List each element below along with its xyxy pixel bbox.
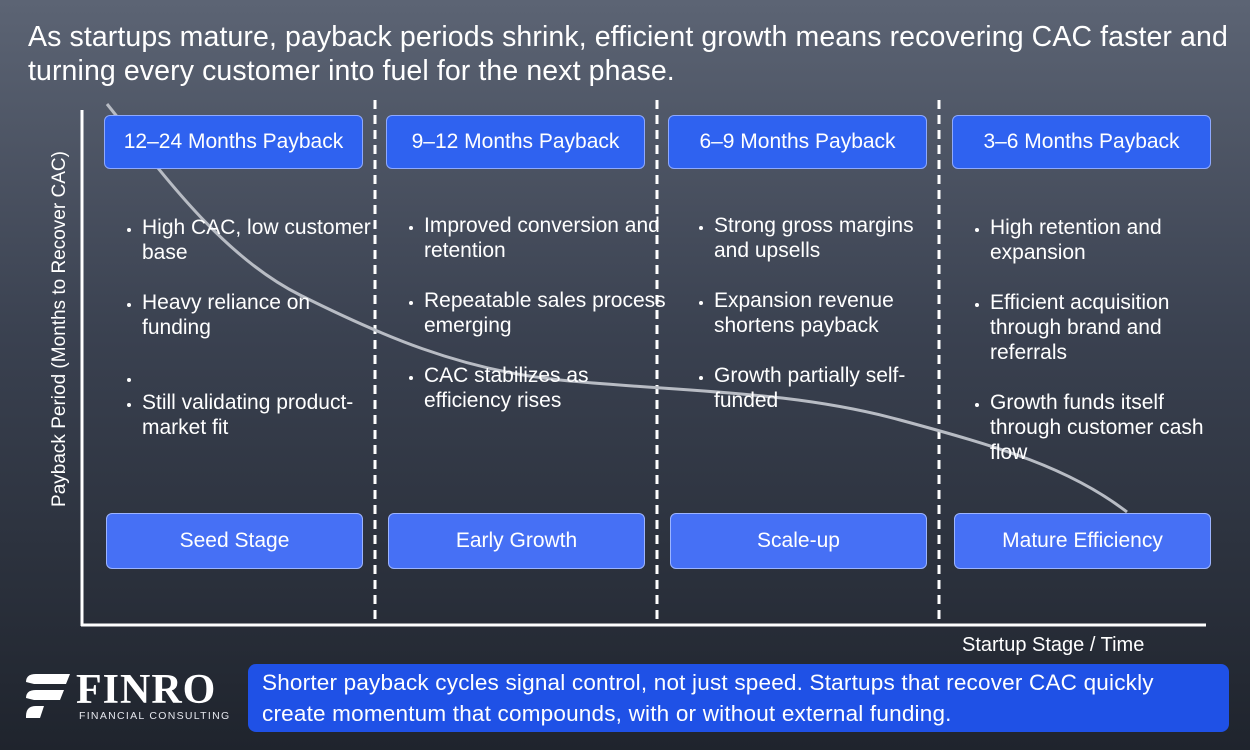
list-item: Growth partially self-funded — [714, 363, 954, 413]
payback-box-seed: 12–24 Months Payback — [104, 115, 363, 169]
y-axis-label: Payback Period (Months to Recover CAC) — [49, 151, 70, 507]
summary-banner: Shorter payback cycles signal control, n… — [248, 664, 1229, 732]
stage-box-seed: Seed Stage — [106, 513, 363, 569]
headline: As startups mature, payback periods shri… — [28, 21, 1228, 87]
list-item: Strong gross margins and upsells — [714, 213, 954, 263]
list-item: Growth funds itself through customer cas… — [990, 390, 1230, 465]
payback-curve — [105, 103, 1128, 514]
brand-name: FINRO — [76, 667, 217, 713]
bullet-list-seed: High CAC, low customer base Heavy relian… — [120, 215, 372, 465]
list-item: Expansion revenue shortens payback — [714, 288, 954, 338]
finro-logo: FINRO FINANCIAL CONSULTING — [22, 668, 232, 724]
stage-box-scale-up: Scale-up — [670, 513, 927, 569]
stage-box-mature: Mature Efficiency — [954, 513, 1211, 569]
list-item: CAC stabilizes as efficiency rises — [424, 363, 669, 413]
finro-logo-icon — [26, 674, 70, 718]
payback-box-early-growth: 9–12 Months Payback — [386, 115, 645, 169]
list-item: Repeatable sales process emerging — [424, 288, 669, 338]
list-item: High retention and expansion — [990, 215, 1230, 265]
bullet-list-early-growth: Improved conversion and retention Repeat… — [402, 213, 669, 438]
list-item — [142, 365, 372, 390]
list-item: Improved conversion and retention — [424, 213, 669, 263]
payback-box-mature: 3–6 Months Payback — [952, 115, 1211, 169]
payback-box-scale-up: 6–9 Months Payback — [668, 115, 927, 169]
x-axis-label: Startup Stage / Time — [962, 634, 1145, 656]
brand-tagline: FINANCIAL CONSULTING — [79, 710, 231, 722]
stage-box-early-growth: Early Growth — [388, 513, 645, 569]
list-item: Heavy reliance on funding — [142, 290, 372, 340]
bullet-list-scale-up: Strong gross margins and upsells Expansi… — [692, 213, 954, 438]
list-item: Still validating product-market fit — [142, 390, 372, 440]
bullet-list-mature: High retention and expansion Efficient a… — [968, 215, 1230, 490]
list-item: Efficient acquisition through brand and … — [990, 290, 1230, 365]
list-item: High CAC, low customer base — [142, 215, 372, 265]
